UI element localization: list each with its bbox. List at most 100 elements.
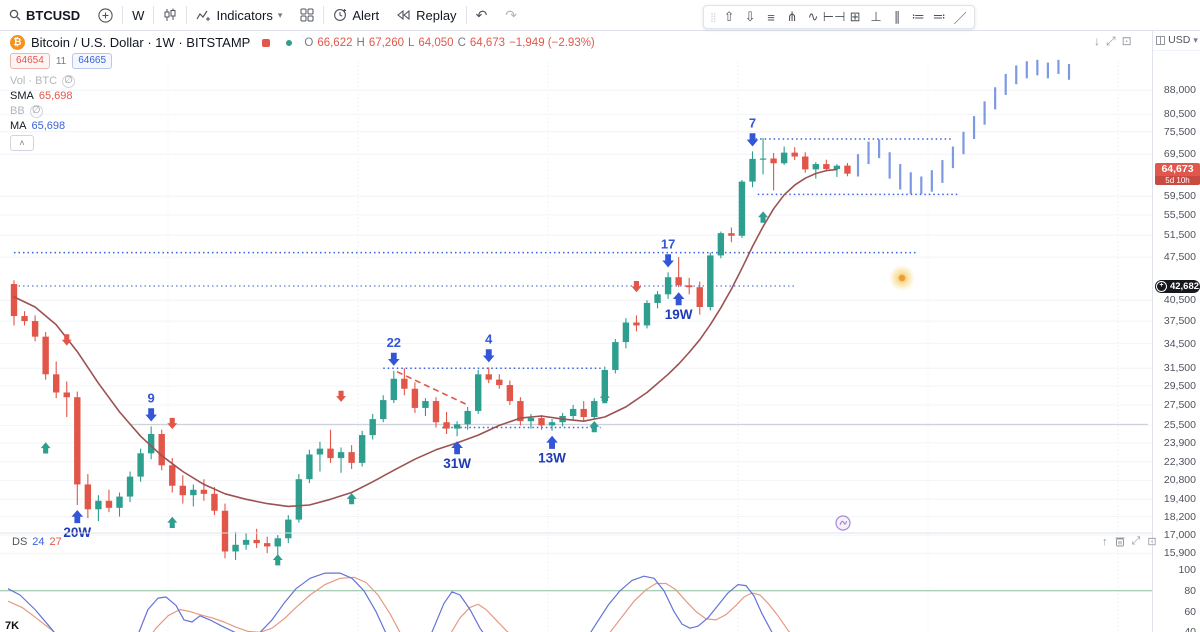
drawing-emoji-badge[interactable] [835, 515, 851, 531]
layout-templates-button[interactable] [291, 0, 323, 30]
undo-button[interactable]: ↶ [475, 7, 488, 23]
candle[interactable] [675, 277, 682, 286]
maximize-pane-icon[interactable]: ⤢ [1106, 34, 1116, 48]
bar-pattern-icon[interactable]: ∥ [893, 9, 901, 24]
candle[interactable] [337, 452, 345, 459]
main-chart[interactable]: 9 22 4 17 7 20W 31W 13W 19W [0, 30, 1200, 632]
candle[interactable] [390, 378, 397, 401]
candle[interactable] [316, 448, 324, 455]
candle[interactable] [833, 165, 841, 169]
candle[interactable] [221, 510, 229, 552]
signal-arrow-up[interactable] [272, 554, 283, 566]
candle[interactable] [802, 156, 809, 170]
delete-pane-icon[interactable] [1115, 536, 1125, 547]
candle[interactable] [169, 465, 176, 486]
signal-arrow-down[interactable] [61, 334, 72, 346]
candle[interactable] [696, 287, 703, 308]
candle[interactable] [728, 233, 735, 236]
chevron-down-icon[interactable]: ▾ [277, 9, 283, 20]
candle[interactable] [654, 294, 661, 303]
candle[interactable] [823, 164, 830, 169]
candle[interactable] [105, 500, 113, 508]
pivot-arrow-down[interactable] [145, 408, 157, 422]
week-pivot-arrow-up[interactable] [546, 435, 558, 449]
candle[interactable] [358, 435, 366, 463]
candle[interactable] [453, 424, 461, 429]
candle[interactable] [42, 336, 49, 375]
candle[interactable] [612, 342, 619, 370]
candle[interactable] [812, 164, 819, 170]
candle[interactable] [738, 181, 746, 236]
week-pivot-arrow-up[interactable] [451, 441, 463, 455]
eye-hidden-icon[interactable]: ∅ [29, 104, 43, 118]
candle[interactable] [527, 418, 535, 422]
candle[interactable] [158, 434, 165, 466]
signal-arrow-up[interactable] [599, 392, 610, 404]
signal-arrow-up[interactable] [758, 211, 768, 223]
pivot-arrow-down[interactable] [662, 254, 674, 268]
pitchfork-icon[interactable]: ⋔ [786, 9, 798, 24]
candle[interactable] [633, 322, 640, 326]
candle[interactable] [844, 165, 851, 174]
add-alert-icon[interactable]: + [1155, 280, 1167, 292]
moving-average-line[interactable] [13, 168, 838, 508]
redo-button[interactable]: ↷ [505, 7, 518, 23]
candle[interactable] [443, 422, 450, 429]
candle[interactable] [749, 158, 756, 182]
candle[interactable] [95, 500, 102, 510]
candle[interactable] [31, 321, 39, 337]
candle[interactable] [770, 158, 777, 164]
candle[interactable] [717, 233, 725, 256]
scroll-down-icon[interactable]: ↓ [1094, 34, 1100, 48]
flag-icon[interactable] [262, 38, 271, 47]
pivot-arrow-down[interactable] [483, 349, 495, 363]
candle[interactable] [10, 284, 18, 317]
interval-button[interactable]: W [132, 7, 145, 23]
maximize-pane-icon[interactable]: ⊡ [1147, 536, 1157, 548]
candle[interactable] [295, 479, 303, 520]
candle[interactable] [242, 539, 250, 545]
candle[interactable] [422, 401, 429, 408]
collapse-pane-icon[interactable]: ⤢ [1131, 535, 1141, 547]
candle[interactable] [253, 539, 260, 544]
signal-arrow-up[interactable] [589, 421, 600, 433]
alert-button[interactable]: Alert [324, 0, 388, 30]
candle[interactable] [21, 316, 28, 322]
pivot-arrow-down[interactable] [388, 352, 400, 366]
drag-handle-icon[interactable]: ⣿ [710, 11, 717, 22]
currency-selector[interactable]: USD ▾ [1153, 34, 1200, 51]
candle[interactable] [569, 408, 577, 417]
week-pivot-arrow-up[interactable] [672, 292, 685, 306]
candle[interactable] [643, 302, 651, 326]
replay-button[interactable]: Replay [388, 0, 465, 30]
move-pane-up-icon[interactable]: ↑ [1102, 535, 1108, 548]
text-icon[interactable]: ⊥ [870, 9, 882, 24]
candle[interactable] [147, 434, 155, 454]
week-pivot-arrow-up[interactable] [71, 510, 84, 524]
candle[interactable] [475, 374, 482, 411]
candle[interactable] [601, 369, 608, 402]
pivot-arrow-down[interactable] [746, 133, 759, 147]
zigzag-icon[interactable]: ∿ [807, 9, 819, 24]
candle[interactable] [707, 255, 714, 308]
ask-price[interactable]: 64665 [72, 53, 113, 69]
candle[interactable] [548, 422, 556, 426]
bid-price[interactable]: 64654 [10, 53, 50, 69]
eye-hidden-icon[interactable]: ∅ [62, 74, 76, 88]
signal-arrow-down[interactable] [167, 417, 178, 430]
candle[interactable] [538, 418, 545, 426]
candle[interactable] [432, 401, 440, 423]
alert-price-label[interactable]: + 42,682 [1155, 279, 1200, 293]
short-position-icon[interactable]: ≕ [932, 9, 946, 24]
collapse-legend-button[interactable]: ˄ [10, 135, 34, 151]
oscillator-name[interactable]: DS [12, 536, 28, 548]
candle[interactable] [759, 158, 767, 160]
candle[interactable] [190, 489, 197, 496]
candle[interactable] [517, 401, 524, 422]
signal-arrow-up[interactable] [40, 442, 51, 454]
candle[interactable] [580, 408, 587, 418]
candle[interactable] [53, 374, 60, 393]
candle[interactable] [116, 496, 123, 508]
trend-line-icon[interactable]: ／ [953, 10, 967, 26]
candle[interactable] [506, 385, 514, 402]
